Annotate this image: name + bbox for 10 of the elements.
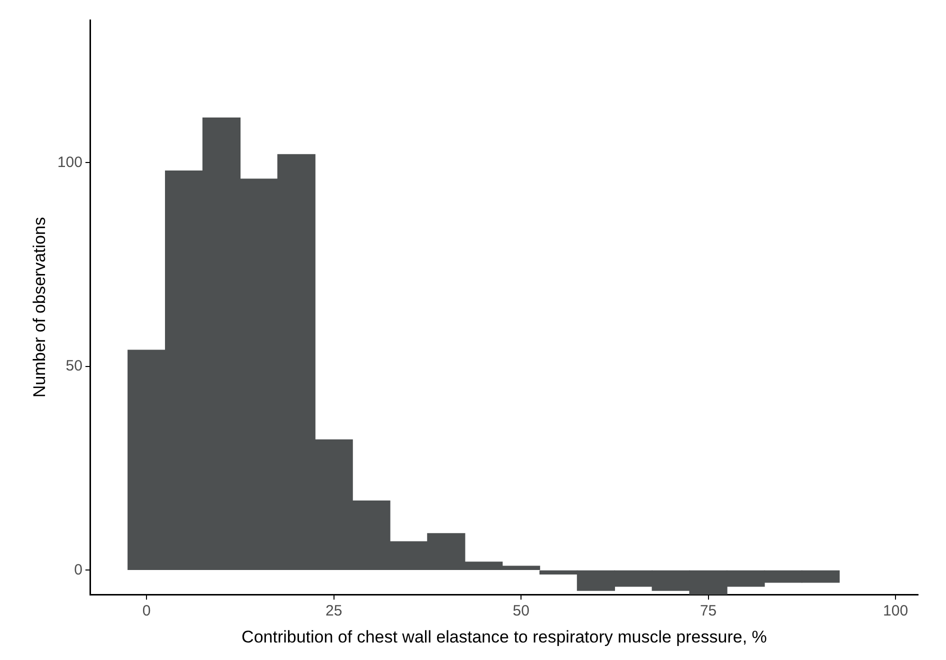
y-axis-title: Number of observations: [30, 217, 49, 398]
x-axis-title: Contribution of chest wall elastance to respiratory muscle pressure, %: [242, 627, 767, 646]
y-tick-label: 100: [57, 154, 82, 171]
x-tick-label: 100: [883, 602, 908, 620]
x-tick-label: 0: [142, 602, 151, 620]
x-tick-label: 50: [512, 602, 530, 620]
x-tick-label: 75: [700, 602, 717, 620]
y-tick-label: 0: [74, 561, 82, 578]
x-tick-label: 25: [325, 602, 342, 620]
y-tick-label: 50: [66, 358, 82, 375]
